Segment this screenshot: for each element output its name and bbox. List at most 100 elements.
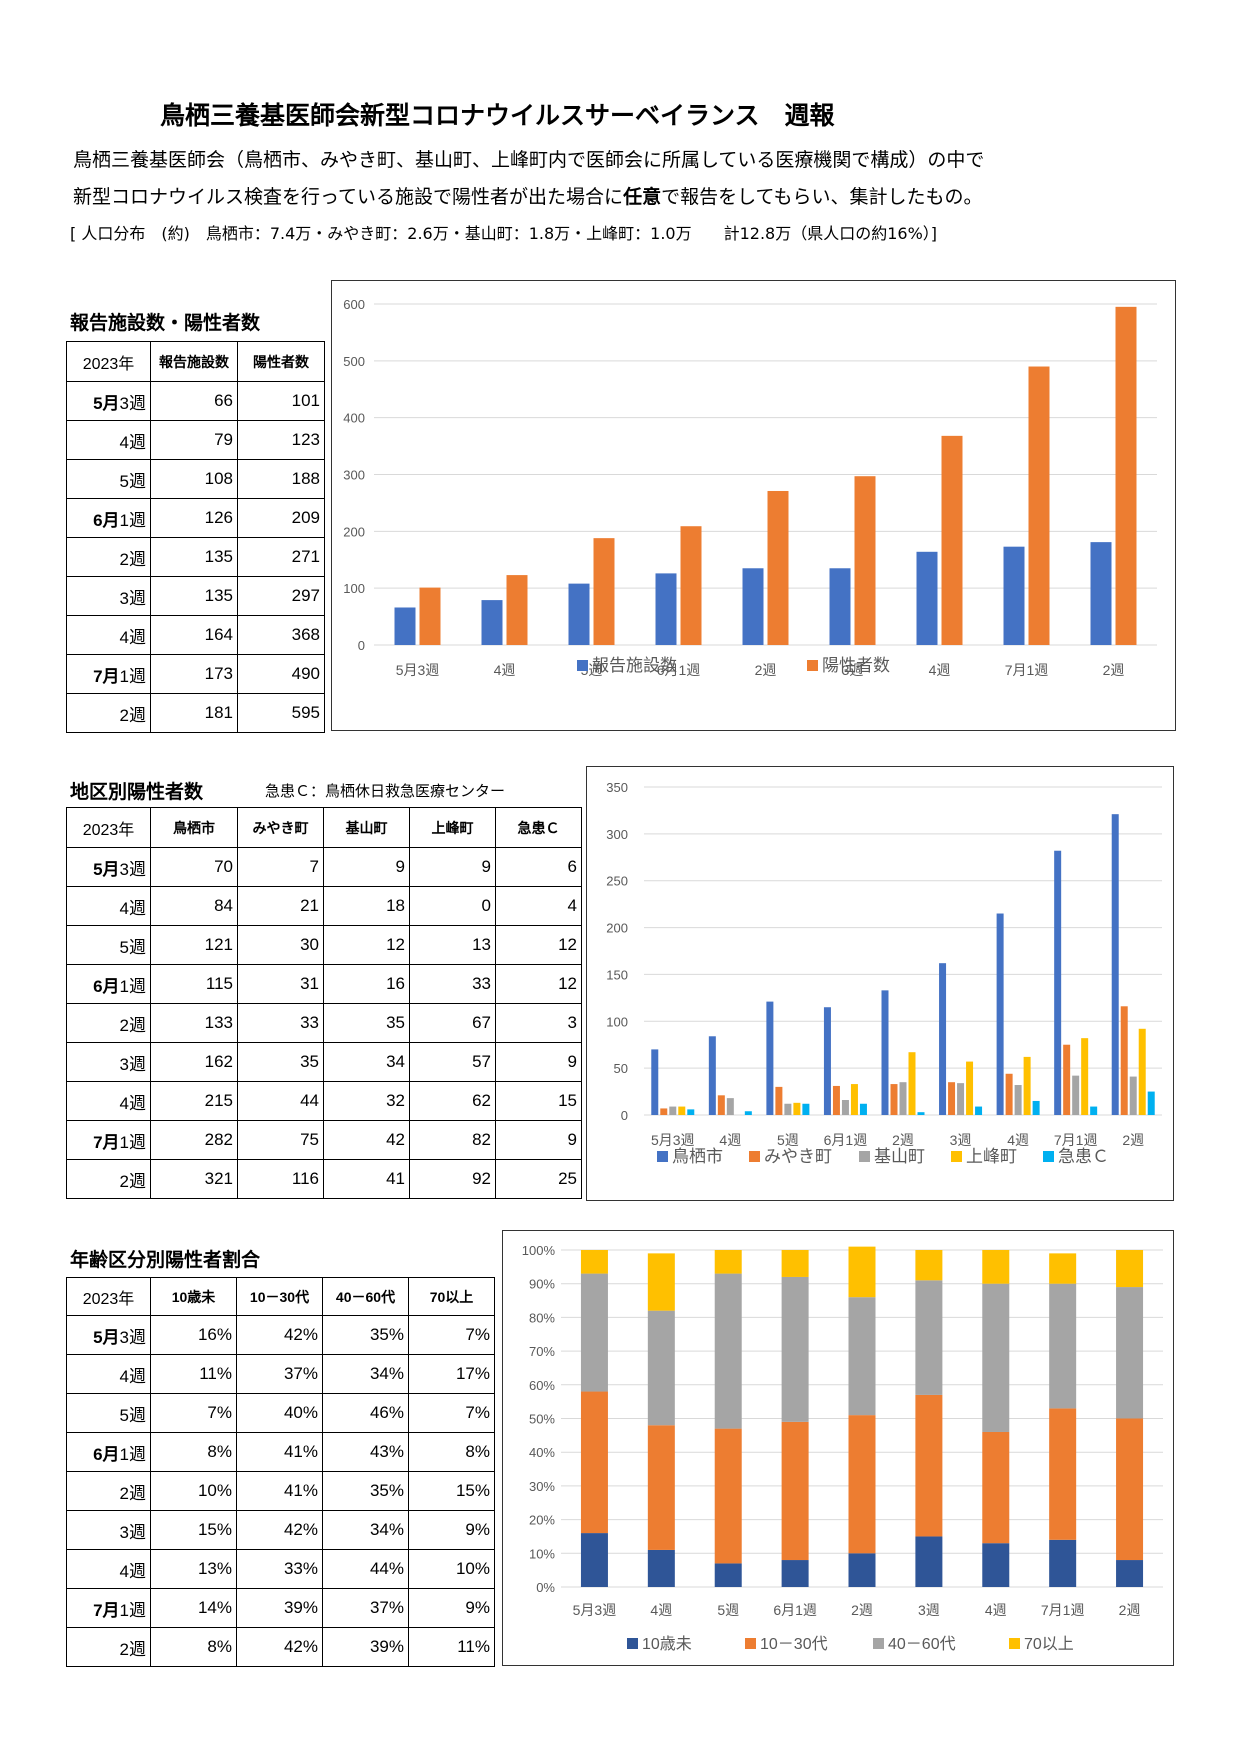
value-cell: 7%	[150, 1393, 237, 1433]
table-row: 6月1週 8% 41% 43% 8%	[66, 1432, 495, 1472]
value-cell: 9	[495, 1120, 582, 1160]
table-header-row: 2023年 10歳未 10－30代 40－60代 70以上	[66, 1277, 495, 1316]
week-cell: 5月3週	[66, 381, 151, 421]
y-tick-label: 300	[606, 827, 628, 842]
bar	[982, 1431, 1010, 1544]
value-cell: 11%	[150, 1354, 237, 1394]
x-tick-label: 2週	[1119, 1602, 1141, 1618]
value-cell: 181	[150, 693, 238, 733]
y-tick-label: 200	[606, 921, 628, 936]
bar	[1116, 1287, 1144, 1419]
legend-swatch	[577, 660, 588, 671]
value-cell: 9%	[408, 1588, 495, 1628]
value-cell: 271	[237, 537, 325, 577]
value-cell: 4	[495, 886, 582, 926]
column-header: 10－30代	[236, 1277, 323, 1316]
bar	[647, 1253, 675, 1311]
bar	[593, 538, 615, 645]
bar	[687, 1109, 695, 1115]
bar	[660, 1108, 668, 1115]
value-cell: 116	[237, 1159, 324, 1199]
value-cell: 62	[409, 1081, 496, 1121]
value-cell: 135	[150, 576, 238, 616]
section2-title: 地区別陽性者数	[70, 781, 204, 803]
value-cell: 15	[495, 1081, 582, 1121]
x-tick-label: 4週	[719, 1132, 741, 1148]
x-tick-label: 2週	[851, 1602, 873, 1618]
table-row: 5月3週 66 101	[66, 381, 325, 421]
week-cell: 5週	[66, 459, 151, 499]
y-tick-label: 100%	[522, 1243, 556, 1258]
table-row: 7月1週 173 490	[66, 654, 325, 694]
y-tick-label: 50	[614, 1061, 628, 1076]
legend-swatch	[657, 1151, 668, 1162]
bar	[939, 963, 947, 1115]
value-cell: 11%	[408, 1627, 495, 1667]
bar	[580, 1533, 608, 1587]
bar	[793, 1102, 801, 1115]
week-cell: 5週	[66, 925, 151, 965]
legend-swatch	[627, 1638, 638, 1649]
table-row: 2週 10% 41% 35% 15%	[66, 1471, 495, 1511]
district-positive-chart: 0 50 100 150 200 250 300 350 5月3週 4週 5週 6月1週 2週 3週 4週 7…	[606, 780, 1162, 1166]
bar	[394, 607, 416, 645]
value-cell: 101	[237, 381, 325, 421]
bar	[982, 1250, 1010, 1284]
value-cell: 108	[150, 459, 238, 499]
value-cell: 46%	[322, 1393, 409, 1433]
y-tick-label: 0	[358, 638, 365, 653]
value-cell: 34%	[322, 1354, 409, 1394]
table-row: 6月1週 115 31 16 33 12	[66, 964, 582, 1004]
week-cell: 2週	[66, 537, 151, 577]
y-tick-label: 200	[343, 524, 365, 539]
bar	[823, 1007, 831, 1115]
bar	[1028, 366, 1050, 645]
bar	[784, 1103, 792, 1115]
value-cell: 25	[495, 1159, 582, 1199]
bar	[506, 575, 528, 645]
value-cell: 10%	[408, 1549, 495, 1589]
column-header: 報告施設数	[150, 341, 238, 382]
bar	[1049, 1408, 1077, 1540]
week-cell: 7月1週	[66, 1588, 151, 1628]
bar	[1049, 1539, 1077, 1587]
value-cell: 8%	[150, 1432, 237, 1472]
legend-label: 陽性者数	[822, 656, 890, 675]
week-cell: 3週	[66, 1042, 151, 1082]
x-tick-label: 6月1週	[824, 1132, 868, 1148]
district-positive-table: 2023年 鳥栖市 みやき町 基山町 上峰町 急患Ｃ 5月3週 70 7 9 9 6 4週 84 21 18 0…	[66, 807, 582, 1199]
column-header: 基山町	[323, 807, 410, 848]
value-cell: 57	[409, 1042, 496, 1082]
bar	[1003, 546, 1025, 645]
legend-swatch	[951, 1151, 962, 1162]
value-cell: 123	[237, 420, 325, 460]
value-cell: 41	[323, 1159, 410, 1199]
value-cell: 10%	[150, 1471, 237, 1511]
x-tick-label: 5月3週	[573, 1602, 617, 1618]
value-cell: 115	[150, 964, 238, 1004]
week-cell: 5週	[66, 1393, 151, 1433]
value-cell: 368	[237, 615, 325, 655]
y-tick-label: 0	[621, 1108, 628, 1123]
value-cell: 31	[237, 964, 324, 1004]
table-row: 3週 15% 42% 34% 9%	[66, 1510, 495, 1550]
x-tick-label: 3週	[950, 1132, 972, 1148]
week-cell: 3週	[66, 576, 151, 616]
x-tick-label: 4週	[985, 1602, 1007, 1618]
y-tick-label: 500	[343, 354, 365, 369]
table-row: 2週 8% 42% 39% 11%	[66, 1627, 495, 1667]
value-cell: 490	[237, 654, 325, 694]
legend-swatch	[745, 1638, 756, 1649]
value-cell: 13	[409, 925, 496, 965]
y-tick-label: 50%	[529, 1412, 555, 1427]
table-row: 2週 135 271	[66, 537, 325, 577]
value-cell: 33	[237, 1003, 324, 1043]
description-line-2-pre: 新型コロナウイルス検査を行っている施設で陽性者が出た場合に	[73, 186, 624, 208]
legend-label: 10－30代	[760, 1635, 828, 1653]
value-cell: 9	[323, 847, 410, 887]
bar	[647, 1549, 675, 1587]
x-tick-label: 4週	[1007, 1132, 1029, 1148]
bar	[669, 1106, 677, 1115]
bar	[915, 1394, 943, 1537]
bar	[1049, 1283, 1077, 1409]
